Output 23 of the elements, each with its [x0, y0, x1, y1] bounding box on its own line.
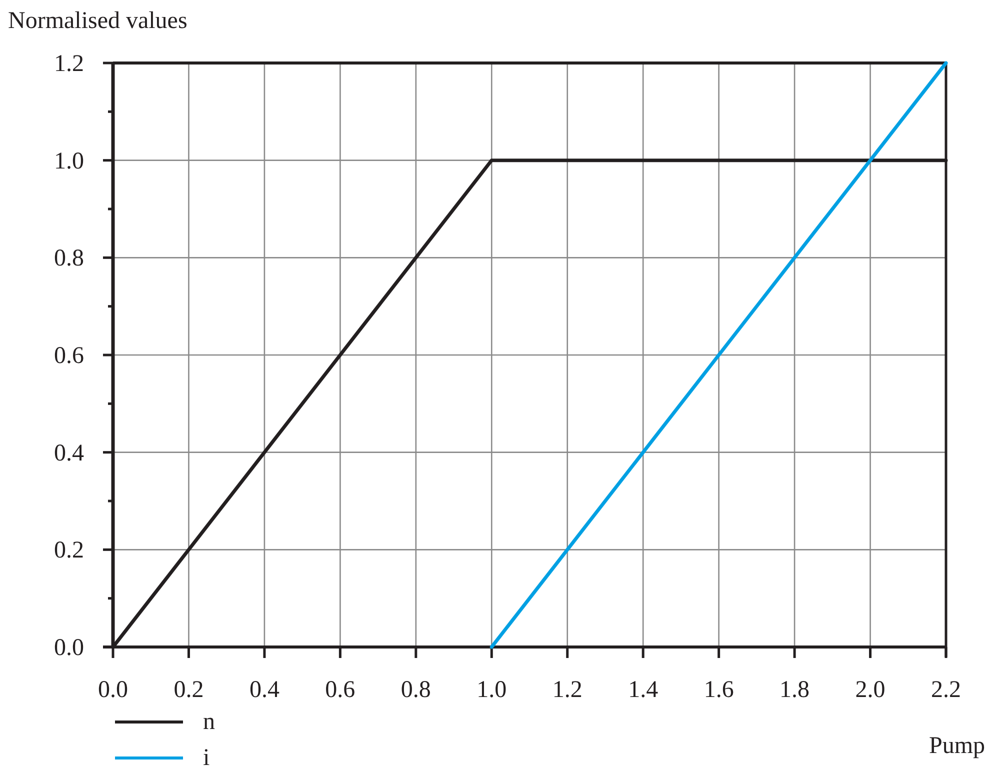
x-tick-label: 0.4: [249, 677, 280, 703]
y-tick-label: 0.2: [54, 538, 84, 564]
y-tick-label: 0.4: [54, 440, 84, 466]
legend-label: n: [203, 709, 215, 735]
legend-label: i: [203, 745, 210, 768]
x-tick-label: 1.8: [780, 677, 810, 703]
x-tick-label: 1.6: [704, 677, 734, 703]
x-tick-label: 2.0: [855, 677, 886, 703]
x-tick-label: 2.2: [931, 677, 961, 703]
y-tick-label: 0.0: [54, 635, 84, 661]
y-axis-title: Normalised values: [8, 8, 188, 34]
x-tick-label: 0.2: [174, 677, 204, 703]
x-tick-label: 0.8: [400, 677, 431, 703]
y-tick-label: 0.6: [54, 343, 84, 369]
x-tick-label: 0.0: [98, 677, 128, 703]
x-tick-label: 1.4: [628, 677, 658, 703]
x-tick-label: 1.0: [476, 677, 507, 703]
y-tick-label: 1.2: [54, 51, 84, 77]
y-tick-label: 0.8: [54, 246, 84, 272]
y-tick-label: 1.0: [54, 148, 84, 174]
x-tick-label: 1.2: [552, 677, 582, 703]
x-tick-label: 0.6: [325, 677, 356, 703]
x-axis-title: Pump: [928, 733, 985, 759]
